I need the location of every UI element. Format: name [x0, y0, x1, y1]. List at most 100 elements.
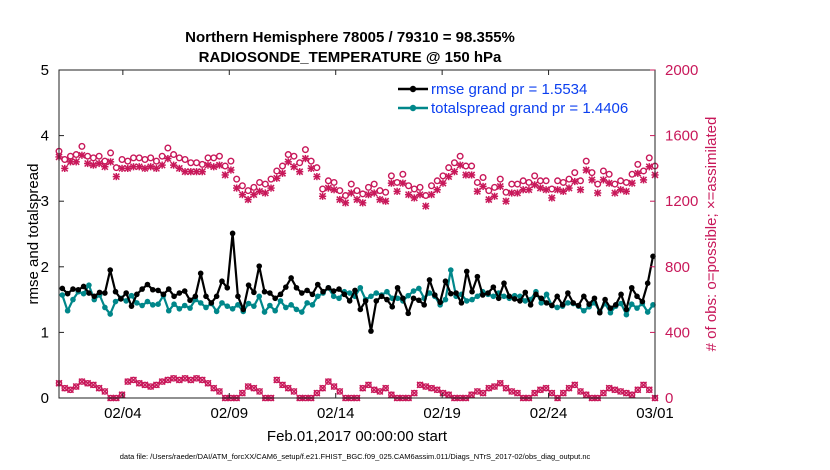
rmse-point — [586, 301, 592, 307]
obs-assimilated-point — [61, 164, 69, 172]
obs-possible-point — [559, 178, 567, 186]
obs-possible-point — [485, 187, 493, 195]
rmse-point — [421, 302, 427, 308]
obs-assimilated-point — [181, 168, 189, 176]
totalspread-point — [224, 303, 231, 309]
obs-low-point — [181, 374, 189, 382]
rmse-point — [373, 298, 380, 304]
rmse-point — [298, 290, 305, 296]
rmse-point — [346, 298, 353, 304]
obs-assimilated-point — [531, 181, 539, 189]
rmse-point — [575, 302, 582, 309]
totalspread-point — [144, 298, 151, 305]
obs-possible-point — [330, 178, 338, 186]
rmse-point — [416, 297, 422, 304]
totalspread-point — [70, 296, 76, 303]
obs-assimilated-point — [267, 184, 275, 192]
obs-low-point — [622, 389, 630, 397]
totalspread-point — [447, 267, 454, 273]
rmse-point — [644, 280, 651, 287]
totalspread-point — [251, 303, 257, 309]
obs-possible-point — [634, 160, 642, 168]
obs-low-point — [158, 378, 166, 386]
obs-assimilated-point — [95, 159, 103, 168]
obs-possible-point — [250, 183, 258, 191]
obs-assimilated-point — [227, 166, 235, 174]
obs-assimilated-point — [468, 171, 476, 179]
obs-assimilated-point — [250, 191, 258, 199]
obs-low-point — [433, 386, 441, 394]
obs-assimilated-point — [221, 171, 229, 179]
totalspread-point — [469, 296, 475, 303]
y-tick-label: 1 — [41, 324, 49, 341]
obs-assimilated-point — [198, 168, 206, 176]
obs-low-point — [336, 387, 344, 395]
totalspread-point — [522, 298, 529, 304]
data-file-footer: data file: /Users/raeder/DAI/ATM_forcXX/… — [120, 452, 591, 461]
obs-possible-point — [445, 164, 453, 172]
totalspread-point — [634, 305, 640, 311]
obs-assimilated-point — [313, 173, 321, 181]
obs-assimilated-point — [296, 168, 304, 176]
rmse-point — [187, 297, 193, 304]
obs-assimilated-point — [89, 161, 97, 169]
obs-low-point — [582, 391, 590, 399]
obs-low-point — [491, 383, 499, 391]
totalspread-point — [330, 293, 337, 300]
obs-low-point — [152, 381, 160, 389]
rmse-point — [59, 285, 66, 292]
totalspread-point — [490, 293, 497, 300]
obs-low-point — [428, 384, 435, 392]
totalspread-point — [463, 298, 470, 304]
obs-assimilated-point — [147, 163, 155, 171]
totalspread-point — [107, 311, 114, 317]
obs-possible-point — [605, 170, 613, 178]
totalspread-point — [272, 307, 278, 314]
obs-assimilated-point — [66, 158, 75, 166]
obs-series-layer — [55, 142, 659, 402]
obs-assimilated-point — [112, 173, 120, 181]
obs-low-point — [198, 376, 206, 384]
obs-assimilated-point — [565, 184, 573, 192]
obs-possible-point — [370, 180, 378, 188]
obs-assimilated-point — [571, 177, 579, 186]
obs-assimilated-point — [617, 186, 625, 194]
obs-assimilated-point — [525, 186, 533, 194]
rmse-point — [474, 273, 481, 280]
totalspread-point — [298, 309, 305, 315]
obs-low-point — [502, 384, 510, 392]
obs-assimilated-point — [284, 158, 292, 166]
rmse-point — [432, 292, 438, 298]
rmse-point — [277, 291, 284, 298]
obs-possible-point — [296, 159, 304, 167]
obs-assimilated-point — [364, 191, 373, 199]
rmse-point — [618, 291, 624, 298]
obs-assimilated-point — [376, 195, 384, 204]
obs-assimilated-point — [255, 187, 264, 195]
obs-low-point — [84, 379, 92, 387]
obs-low-point — [496, 379, 504, 387]
rmse-point — [447, 290, 454, 297]
obs-low-point — [605, 384, 613, 392]
rmse-point — [112, 288, 119, 295]
obs-possible-point — [95, 152, 103, 160]
obs-low-point — [238, 389, 246, 397]
totalspread-point — [277, 298, 284, 304]
obs-low-point — [473, 387, 481, 395]
rmse-point — [325, 284, 332, 291]
obs-low-point — [118, 391, 126, 399]
rmse-point — [293, 284, 300, 291]
rmse-point — [256, 263, 263, 269]
totalspread-point — [149, 302, 156, 308]
obs-possible-point — [416, 183, 424, 191]
rmse-point — [192, 293, 199, 300]
y-tick-label: 3 — [41, 193, 49, 210]
rmse-point — [485, 290, 491, 296]
rmse-point — [623, 306, 630, 313]
totalspread-line — [61, 269, 654, 316]
rmse-point — [389, 304, 396, 310]
obs-possible-point — [107, 149, 115, 157]
obs-assimilated-point — [101, 163, 109, 171]
obs-low-point — [313, 389, 321, 397]
rmse-point — [341, 291, 348, 298]
